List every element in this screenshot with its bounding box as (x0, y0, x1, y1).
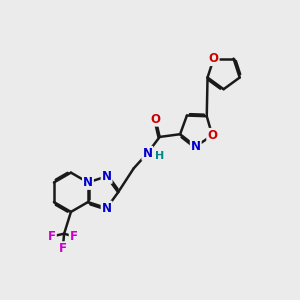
Text: N: N (102, 170, 112, 183)
Text: H: H (155, 151, 164, 161)
Text: F: F (59, 242, 67, 255)
Text: N: N (142, 147, 152, 160)
Text: F: F (70, 230, 78, 243)
Text: O: O (151, 113, 160, 126)
Text: O: O (209, 52, 219, 65)
Text: F: F (48, 230, 56, 243)
Text: O: O (207, 129, 217, 142)
Text: N: N (191, 140, 201, 153)
Text: N: N (83, 176, 93, 189)
Text: N: N (102, 202, 112, 214)
